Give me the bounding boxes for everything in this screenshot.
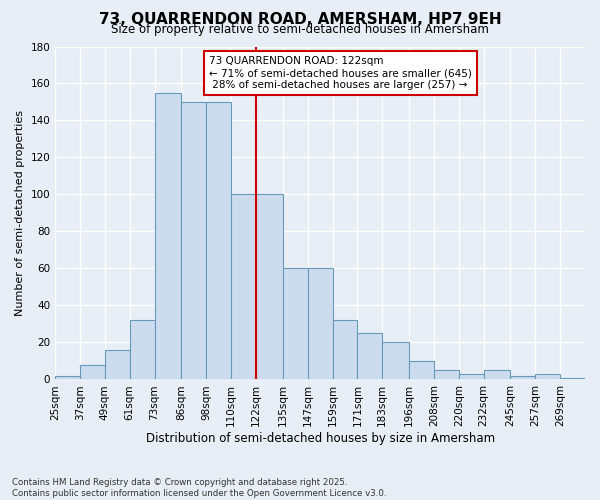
Bar — [105, 350, 130, 380]
Bar — [308, 268, 332, 380]
Bar — [332, 320, 358, 380]
Bar — [511, 376, 535, 380]
Y-axis label: Number of semi-detached properties: Number of semi-detached properties — [15, 110, 25, 316]
Bar — [283, 268, 308, 380]
Text: Size of property relative to semi-detached houses in Amersham: Size of property relative to semi-detach… — [111, 22, 489, 36]
Bar — [560, 378, 585, 380]
Bar — [55, 376, 80, 380]
Bar — [256, 194, 283, 380]
Bar — [206, 102, 231, 380]
Text: 73 QUARRENDON ROAD: 122sqm
← 71% of semi-detached houses are smaller (645)
 28% : 73 QUARRENDON ROAD: 122sqm ← 71% of semi… — [209, 56, 472, 90]
Bar — [181, 102, 206, 380]
Bar — [484, 370, 511, 380]
Text: 73, QUARRENDON ROAD, AMERSHAM, HP7 9EH: 73, QUARRENDON ROAD, AMERSHAM, HP7 9EH — [98, 12, 502, 28]
Bar — [434, 370, 459, 380]
Bar — [382, 342, 409, 380]
X-axis label: Distribution of semi-detached houses by size in Amersham: Distribution of semi-detached houses by … — [146, 432, 494, 445]
Bar — [459, 374, 484, 380]
Bar — [155, 92, 181, 380]
Text: Contains HM Land Registry data © Crown copyright and database right 2025.
Contai: Contains HM Land Registry data © Crown c… — [12, 478, 386, 498]
Bar — [535, 374, 560, 380]
Bar — [80, 364, 105, 380]
Bar — [409, 361, 434, 380]
Bar — [358, 333, 382, 380]
Bar — [130, 320, 155, 380]
Bar — [231, 194, 256, 380]
